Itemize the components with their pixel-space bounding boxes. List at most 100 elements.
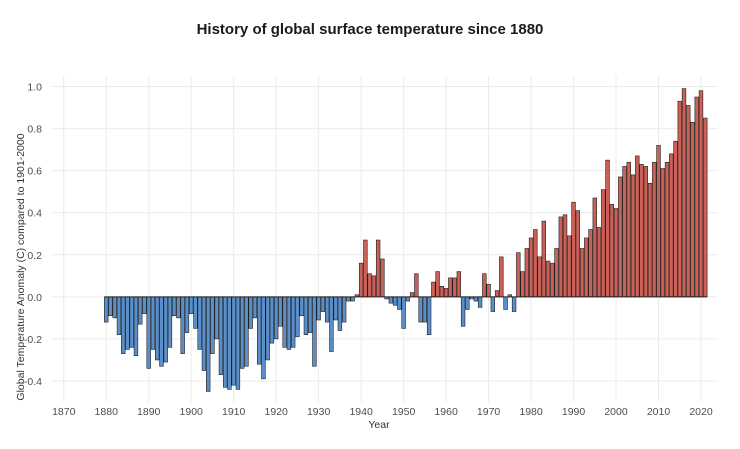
bar-1922 [282, 296, 287, 348]
bar-2004 [630, 174, 636, 298]
bar-1974 [503, 296, 508, 310]
bar-1886 [129, 296, 134, 348]
x-tick-label: 1920 [264, 406, 288, 418]
y-tick-label: 1.0 [27, 82, 42, 94]
bar-1945 [380, 258, 385, 298]
bar-1880 [104, 296, 109, 323]
bar-2012 [664, 161, 670, 298]
bar-1885 [125, 296, 130, 350]
x-tick-label: 1930 [307, 406, 331, 418]
chart-title: History of global surface temperature si… [196, 21, 544, 38]
bar-1893 [159, 296, 164, 367]
bar-1995 [592, 197, 597, 298]
bar-1970 [486, 283, 491, 298]
bar-1904 [206, 296, 211, 392]
bar-1979 [524, 248, 529, 298]
bar-1913 [244, 296, 249, 367]
bar-1985 [550, 262, 555, 298]
bar-1988 [562, 214, 568, 298]
x-tick-label: 2000 [604, 406, 628, 418]
bar-2020 [698, 90, 704, 298]
bar-1908 [223, 296, 228, 388]
bar-1931 [320, 296, 326, 312]
x-axis-ticks: 1870 1880 1890 1900 1910 1920 1930 1940 1950 1960… [52, 406, 713, 418]
bar-1901 [193, 296, 198, 329]
bar-1924 [290, 296, 296, 348]
bar-1962 [452, 277, 457, 298]
x-tick-label: 1890 [137, 406, 161, 418]
bar-1973 [499, 256, 504, 298]
bar-1906 [214, 296, 219, 340]
bar-1984 [545, 260, 551, 298]
bar-1963 [456, 271, 462, 298]
bar-1954 [418, 296, 423, 323]
bar-1950 [401, 296, 406, 329]
bar-2019 [694, 96, 699, 298]
bar-1891 [150, 296, 156, 350]
bar-1892 [155, 296, 160, 361]
bar-2009 [652, 161, 657, 298]
bar-1998 [605, 159, 610, 298]
bar-1993 [584, 237, 589, 298]
bar-1947 [388, 296, 394, 304]
bar-1884 [121, 296, 126, 354]
bar-1935 [337, 296, 343, 331]
bar-1996 [596, 227, 602, 298]
bar-2000 [613, 208, 619, 298]
bar-1937 [346, 296, 351, 302]
bar-1925 [295, 296, 300, 338]
bar-1967 [473, 296, 479, 302]
bar-1990 [571, 201, 576, 298]
bar-1890 [146, 296, 151, 369]
bar-2002 [622, 166, 627, 298]
bar-1987 [558, 216, 563, 298]
bar-1952 [409, 292, 415, 298]
y-axis-ticks: -0.4 -0.2 0.0 0.2 0.4 0.6 0.8 1.0 [24, 82, 42, 388]
bar-2003 [626, 161, 631, 298]
bar-1881 [108, 296, 113, 317]
bar-1982 [537, 256, 542, 298]
bar-2007 [643, 166, 648, 298]
x-tick-label: 1870 [52, 406, 76, 418]
bar-1951 [405, 296, 411, 302]
bars [104, 88, 708, 392]
bar-1888 [138, 296, 143, 325]
bar-1958 [435, 271, 440, 298]
x-tick-label: 1950 [392, 406, 416, 418]
bar-1941 [363, 239, 368, 298]
bar-1929 [312, 296, 317, 367]
y-tick-label: 0.4 [27, 208, 42, 220]
bar-1940 [358, 262, 364, 298]
bar-1976 [511, 296, 517, 312]
bar-1969 [482, 273, 487, 298]
bar-1999 [609, 203, 614, 298]
x-tick-label: 1940 [349, 406, 373, 418]
x-tick-label: 1980 [519, 406, 543, 418]
bar-1992 [579, 248, 585, 298]
bar-1949 [397, 296, 402, 310]
bar-2001 [618, 176, 623, 298]
bar-1895 [167, 296, 173, 348]
bar-2015 [677, 100, 682, 298]
x-tick-label: 2020 [689, 406, 713, 418]
x-tick-label: 1880 [95, 406, 119, 418]
bar-2005 [635, 155, 640, 298]
bar-1887 [133, 296, 139, 357]
bar-1961 [448, 277, 453, 298]
bar-1912 [240, 296, 245, 369]
bar-2011 [660, 168, 665, 298]
bar-1905 [210, 296, 215, 354]
bar-1938 [350, 296, 355, 302]
bar-1956 [426, 296, 432, 335]
bar-1930 [316, 296, 321, 321]
bar-1915 [252, 296, 258, 319]
bar-1981 [533, 229, 538, 298]
x-tick-label: 1960 [434, 406, 458, 418]
bar-1989 [567, 235, 572, 298]
bar-1914 [248, 296, 253, 329]
bar-1920 [273, 296, 279, 340]
x-tick-label: 2010 [647, 406, 671, 418]
bar-1991 [575, 210, 580, 298]
bar-1983 [541, 220, 546, 298]
bar-1896 [172, 296, 177, 317]
